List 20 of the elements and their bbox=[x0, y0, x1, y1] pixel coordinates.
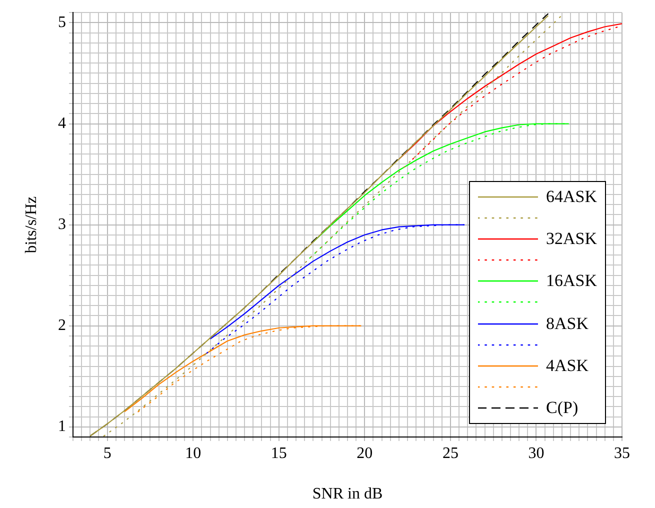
y-tick-label: 2 bbox=[58, 317, 66, 334]
x-tick-label: 35 bbox=[614, 444, 630, 462]
legend-label: 8ASK bbox=[546, 314, 588, 334]
x-axis-title: SNR in dB bbox=[312, 486, 383, 503]
legend-label: 16ASK bbox=[546, 271, 597, 292]
y-tick-label: 5 bbox=[58, 14, 66, 31]
x-tick-label: 20 bbox=[356, 444, 373, 462]
legend-label: 64ASK bbox=[546, 186, 597, 207]
x-tick-label: 10 bbox=[185, 444, 202, 462]
y-tick-label: 1 bbox=[58, 418, 66, 436]
legend-label: 32ASK bbox=[546, 228, 597, 249]
x-tick-label: 30 bbox=[528, 444, 544, 462]
y-axis-title: bits/s/Hz bbox=[22, 196, 40, 254]
legend-label: C(P) bbox=[546, 398, 578, 418]
x-tick-label: 25 bbox=[442, 444, 458, 462]
legend-label: 4ASK bbox=[546, 356, 588, 376]
x-tick-label: 5 bbox=[103, 444, 112, 462]
y-tick-label: 3 bbox=[58, 216, 66, 234]
y-tick-label: 4 bbox=[58, 114, 66, 132]
x-tick-label: 15 bbox=[270, 444, 287, 462]
